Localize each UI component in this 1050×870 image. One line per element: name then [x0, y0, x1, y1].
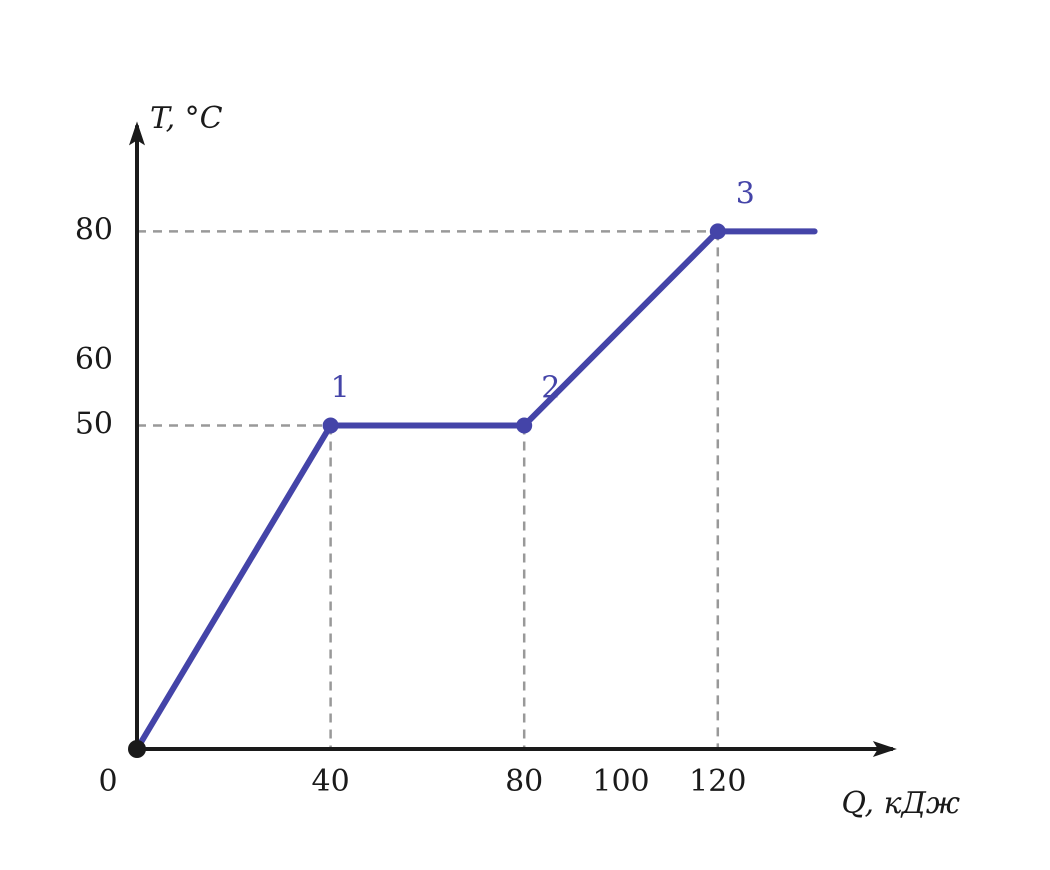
point-dot	[709, 223, 726, 240]
x-tick-label: 100	[592, 764, 649, 799]
origin-dot	[128, 740, 146, 758]
x-tick-label: 80	[505, 764, 543, 799]
y-axis-label: T, °C	[150, 101, 223, 136]
y-arrow	[129, 121, 145, 146]
point-dot	[322, 417, 339, 434]
point-dot	[516, 417, 533, 434]
point-label: 1	[331, 371, 350, 406]
y-tick-label: 60	[75, 342, 113, 377]
x-tick-label: 120	[689, 764, 746, 799]
point-label: 2	[541, 371, 560, 406]
x-tick-label: 40	[312, 764, 350, 799]
line	[134, 228, 818, 752]
x-axis-label: Q, кДж	[841, 786, 960, 821]
y-tick-label: 50	[75, 407, 113, 442]
x-tick-label: 0	[98, 764, 117, 799]
point-label: 3	[736, 176, 755, 211]
x-arrow	[872, 741, 897, 757]
y-tick-label: 80	[75, 212, 113, 247]
